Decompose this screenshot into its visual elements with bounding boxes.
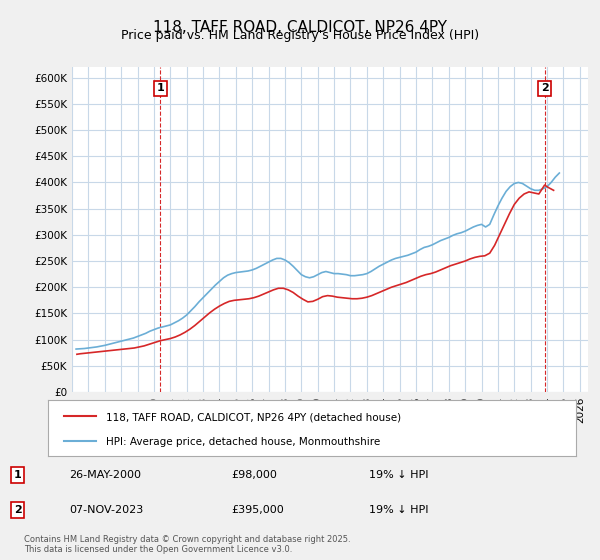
Text: 118, TAFF ROAD, CALDICOT, NP26 4PY (detached house): 118, TAFF ROAD, CALDICOT, NP26 4PY (deta…	[106, 412, 401, 422]
Text: 26-MAY-2000: 26-MAY-2000	[70, 470, 142, 480]
Text: £98,000: £98,000	[231, 470, 277, 480]
Text: 118, TAFF ROAD, CALDICOT, NP26 4PY: 118, TAFF ROAD, CALDICOT, NP26 4PY	[153, 20, 447, 35]
Text: 2: 2	[14, 505, 22, 515]
Text: £395,000: £395,000	[231, 505, 284, 515]
Text: 19% ↓ HPI: 19% ↓ HPI	[369, 505, 428, 515]
Text: Contains HM Land Registry data © Crown copyright and database right 2025.
This d: Contains HM Land Registry data © Crown c…	[24, 535, 350, 554]
Text: 19% ↓ HPI: 19% ↓ HPI	[369, 470, 428, 480]
Text: Price paid vs. HM Land Registry's House Price Index (HPI): Price paid vs. HM Land Registry's House …	[121, 29, 479, 42]
Text: HPI: Average price, detached house, Monmouthshire: HPI: Average price, detached house, Monm…	[106, 437, 380, 447]
Text: 2: 2	[541, 83, 548, 94]
Text: 1: 1	[157, 83, 164, 94]
Text: 1: 1	[14, 470, 22, 480]
Text: 07-NOV-2023: 07-NOV-2023	[70, 505, 144, 515]
